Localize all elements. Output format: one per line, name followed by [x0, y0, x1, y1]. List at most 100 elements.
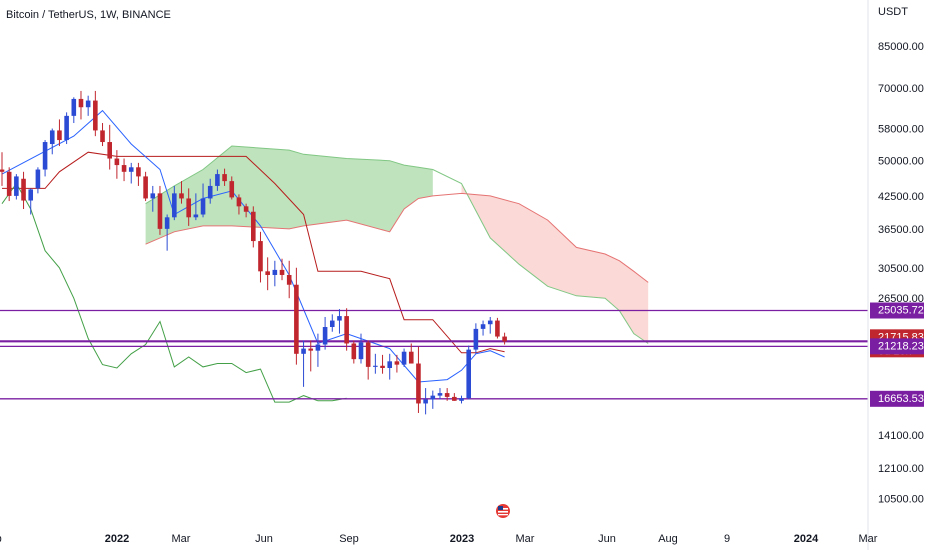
- candle-body: [394, 361, 400, 365]
- candle-body: [121, 165, 127, 172]
- x-tick-label: Sep: [0, 533, 2, 545]
- candle-body: [114, 158, 120, 166]
- y-tick-label: 36500.00: [878, 224, 924, 236]
- candle-body: [157, 193, 163, 229]
- y-tick-label: 10500.00: [878, 494, 924, 506]
- events-flag-icon[interactable]: [496, 504, 510, 518]
- price-badge-label: 16653.53: [878, 393, 924, 405]
- candle-body: [351, 343, 357, 360]
- candle-body: [21, 178, 26, 201]
- lagging-span: [1, 182, 347, 403]
- candle-body: [42, 142, 48, 170]
- candle-body: [358, 342, 364, 360]
- y-tick-label: 42500.00: [878, 191, 924, 203]
- candle-body: [480, 324, 486, 329]
- y-tick-label: 26500.00: [878, 293, 924, 305]
- leading-span-a: [145, 145, 649, 344]
- candle-body: [437, 393, 443, 396]
- y-tick-label: 14100.00: [878, 430, 924, 442]
- candle-body: [236, 197, 242, 207]
- price-badge-label: 21218.23: [878, 340, 924, 352]
- candle-body: [502, 336, 507, 342]
- candle-body: [459, 398, 464, 401]
- x-tick-label: 9: [724, 533, 730, 545]
- y-tick-label: 58000.00: [878, 124, 924, 136]
- candle-body: [344, 316, 349, 344]
- candle-body: [430, 395, 436, 400]
- candle-body: [179, 193, 184, 199]
- candle-body: [35, 169, 41, 189]
- candle-body: [329, 320, 335, 328]
- candle-body: [128, 167, 134, 172]
- price-unit: USDT: [878, 6, 908, 18]
- candle-body: [229, 181, 235, 198]
- ichimoku-cloud: [145, 145, 649, 344]
- candle-body: [423, 399, 428, 404]
- candle-body: [473, 328, 479, 350]
- candle-body: [387, 361, 393, 368]
- candle-body: [14, 176, 19, 196]
- candle-body: [93, 100, 98, 131]
- y-tick-label: 85000.00: [878, 41, 924, 53]
- candle-body: [444, 393, 450, 397]
- price-badge: [870, 390, 924, 407]
- x-tick-label: 2023: [450, 533, 474, 545]
- candle-body: [100, 130, 105, 143]
- candle-body: [286, 274, 292, 285]
- candle-body: [301, 348, 306, 354]
- candle-body: [57, 130, 62, 141]
- candle-body: [215, 174, 220, 186]
- x-tick-label: Mar: [859, 533, 878, 545]
- time-axis[interactable]: Sep 2022 Mar Jun Sep 2023 Mar Jun Aug 9 2024 Mar: [0, 533, 878, 545]
- candle-body: [49, 130, 55, 145]
- candle-body: [272, 269, 278, 275]
- candle-body: [495, 320, 500, 337]
- candle-body: [193, 214, 199, 218]
- candle-body: [487, 320, 493, 325]
- candle-body: [222, 174, 227, 182]
- y-tick-label: 12100.00: [878, 463, 924, 475]
- x-tick-label: 2022: [105, 533, 129, 545]
- cloud-bearish: [461, 183, 649, 344]
- x-tick-label: Mar: [516, 533, 535, 545]
- candle-body: [279, 269, 285, 275]
- price-axis[interactable]: 85000.00 70000.00 58000.00 50000.00 42500.00…: [878, 41, 924, 506]
- candle-body: [258, 241, 263, 272]
- x-tick-label: 2024: [794, 533, 819, 545]
- candle-body: [337, 316, 342, 321]
- x-tick-label: Sep: [339, 533, 359, 545]
- candle-body: [136, 167, 141, 177]
- candle-body: [207, 185, 213, 199]
- candle-body: [315, 344, 321, 351]
- y-tick-label: 70000.00: [878, 83, 924, 95]
- candlesticks: [0, 90, 507, 415]
- x-tick-label: Jun: [255, 533, 273, 545]
- price-badge-label: 25035.72: [878, 305, 924, 317]
- candle-body: [28, 189, 34, 201]
- y-tick-label: 30500.00: [878, 263, 924, 275]
- candle-body: [380, 365, 385, 368]
- candle-body: [408, 351, 414, 364]
- price-badge: [870, 338, 924, 355]
- candle-body: [71, 98, 77, 116]
- candle-body: [85, 100, 91, 108]
- candle-body: [243, 206, 249, 212]
- candle-body: [107, 142, 112, 159]
- candle-body: [200, 198, 206, 215]
- candle-body: [365, 342, 371, 367]
- candle-body: [373, 365, 378, 367]
- candle-body: [265, 271, 270, 275]
- x-tick-label: Mar: [172, 533, 191, 545]
- candle-body: [143, 176, 148, 199]
- chart-title: Bitcoin / TetherUS, 1W, BINANCE: [6, 9, 171, 21]
- candle-body: [322, 327, 328, 345]
- candle-body: [401, 351, 407, 365]
- x-tick-label: Aug: [658, 533, 678, 545]
- candle-body: [308, 348, 314, 351]
- candle-body: [416, 363, 421, 404]
- y-tick-label: 50000.00: [878, 156, 924, 168]
- price-badge: [870, 302, 924, 319]
- candle-body: [452, 396, 457, 401]
